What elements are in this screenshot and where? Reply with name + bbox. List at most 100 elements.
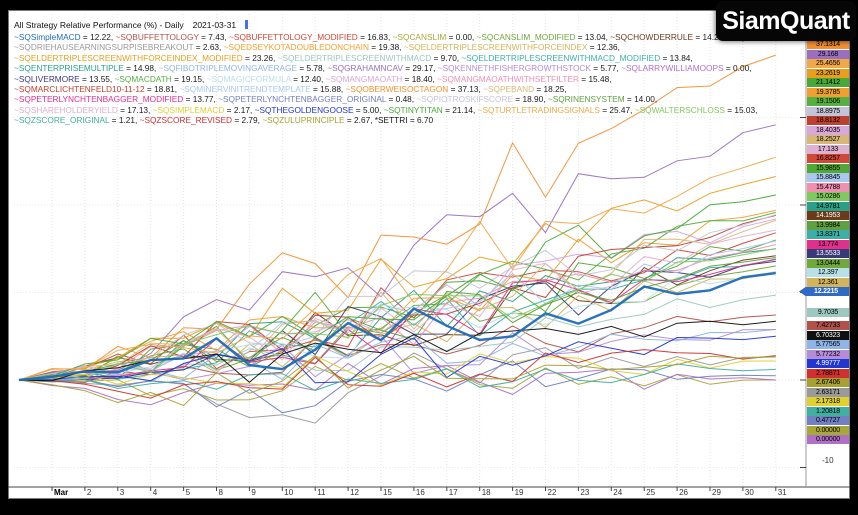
series-line[interactable] (18, 214, 776, 381)
series-line[interactable] (18, 156, 776, 381)
legend-entry[interactable]: ~SQENTERPRISEMULTIPLE = 14.98, (14, 63, 159, 73)
legend-entry[interactable]: ~SQPETERLYNCHTENBAGGER_MODIFIED = 13.77, (14, 94, 218, 104)
legend-entry[interactable]: ~SQMANGMAOATHWITHSETFILTER = 15.48, (437, 74, 611, 84)
series-line[interactable] (18, 271, 776, 382)
legend-entry[interactable]: ~SQTHEGOLDENGOOSE = 5.00, (255, 105, 384, 115)
x-axis-label: 16 (415, 488, 425, 497)
legend-entry-name: ~SQRINENSYSTEM (547, 94, 625, 105)
legend-entry-name: ~SQLARRYWILLIAMOOPS (621, 63, 724, 74)
series-line[interactable] (18, 335, 776, 384)
series-line[interactable] (18, 355, 776, 407)
series-line[interactable] (18, 209, 776, 381)
series-line[interactable] (18, 294, 776, 383)
legend-entry[interactable]: ~SQSimpleMACD = 12.22, (14, 32, 115, 42)
legend-entry-name: ~SQOBERWEISOCTAGON (345, 84, 449, 95)
legend-entry-name: ~SQEDSEYKOTADOUBLEDONCHAIN (223, 42, 369, 53)
legend-entry[interactable]: ~SQMACDATH = 19.15, (115, 74, 207, 84)
series-line[interactable] (18, 314, 776, 384)
x-axis-label: 4 (152, 488, 158, 497)
series-line[interactable] (18, 124, 776, 381)
legend-entry[interactable]: ~SQCANSLIM_MODIFIED = 13.04, (477, 32, 611, 42)
legend-entry[interactable]: ~SQBUFFETTOLOGY_MODIFIED = 16.83, (229, 32, 393, 42)
series-line[interactable] (18, 54, 776, 381)
legend-entry-value: = 17.13, (117, 104, 153, 115)
x-axis-label: 22 (547, 488, 557, 497)
siamquant-logo: SiamQuant (716, 1, 856, 41)
series-line[interactable] (18, 353, 776, 389)
legend-entry[interactable]: ~SQMANGMAOATH = 18.40, (326, 74, 437, 84)
legend-entry[interactable]: ~SQTINYTITAN = 21.14, (384, 105, 478, 115)
series-line[interactable] (18, 259, 776, 381)
x-axis-label: 9 (251, 488, 256, 497)
legend-entry[interactable]: ~SQMAGICFORMULA = 12.40, (207, 74, 326, 84)
legend-entry[interactable]: ~SQZSCORE_ORIGINAL = 1.21, (14, 115, 140, 125)
legend-entry[interactable]: ~SQPIOTROSKIFSCORE = 18.90, (416, 94, 547, 104)
legend-entry[interactable]: ~SQSHAREHOLDERYIELD = 17.13, (14, 105, 153, 115)
series-line[interactable] (18, 219, 776, 381)
strategy-legend: ~SQSimpleMACD = 12.22, ~SQBUFFETTOLOGY =… (14, 32, 772, 126)
series-line[interactable] (18, 360, 776, 414)
legend-entry[interactable]: ~SQWALTERSCHLOSS = 15.03, (635, 105, 758, 115)
text-caret (245, 20, 249, 29)
series-line[interactable] (18, 232, 776, 381)
legend-entry[interactable]: ~SQELDERTRIPLESCREENWITHMACD_MODIFIED = … (461, 53, 692, 63)
series-line[interactable] (18, 248, 776, 381)
legend-entry-name: ~SQMARCLICHTENFELD10-11-12 (14, 84, 145, 95)
series-line[interactable] (18, 176, 776, 381)
legend-entry[interactable]: ~SQCHOWDERRULE = 14.20, (610, 32, 728, 42)
legend-entry[interactable]: ~SQELDERTRIPLESCREENWITHMACD = 9.70, (278, 53, 462, 63)
legend-entry-value: = 15.48, (578, 73, 612, 84)
series-line[interactable] (18, 211, 776, 381)
legend-entry[interactable]: ~SQELDERTRIPLESCREENWITHFORCEINDEX_MODIF… (14, 53, 278, 63)
legend-entry[interactable]: ~SQCANSLIM = 0.00, (393, 32, 477, 42)
chart-title[interactable]: All Strategy Relative Performance (%) - … (14, 20, 249, 30)
legend-entry[interactable]: ~SQBUFFETTOLOGY = 7.43, (115, 32, 229, 42)
x-axis-label: 10 (284, 488, 294, 497)
legend-entry[interactable]: ~SQFIBOTRIPLEMOVINGAVERAGE = 5.78, (159, 63, 328, 73)
series-line[interactable] (18, 229, 776, 381)
legend-entry[interactable]: ~SQGRAHAMNCAV = 29.17, (327, 63, 438, 73)
legend-entry-value: = 15.03, (724, 104, 758, 115)
legend-entry[interactable]: ~SQMARCLICHTENFELD10-11-12 = 18.81, (14, 84, 179, 94)
legend-entry[interactable]: ~SQDRIEHAUSEARNINGSURPISEBREAKOUT = 2.63… (14, 42, 224, 52)
legend-entry[interactable]: ~SQTURTLETRADINGSIGNALS = 25.47, (478, 105, 635, 115)
legend-entry[interactable]: ~SQOBERWEISOCTAGON = 37.13, (346, 84, 484, 94)
price-label: 21.1412 (807, 78, 849, 87)
legend-entry[interactable]: ~SQPEBAND = 18.25, (483, 84, 566, 94)
legend-entry[interactable]: ~SQSIMPLEMACD = 2.17, (153, 105, 255, 115)
price-label: 1.20818 (807, 406, 849, 416)
price-label: 4.99777 (807, 359, 849, 368)
legend-entry[interactable]: ~SQEDSEYKOTADOUBLEDONCHAIN = 19.38, (224, 42, 404, 52)
series-line[interactable] (18, 194, 776, 381)
legend-entry[interactable]: ~SQKENNETHFISHERGROWTHSTOCK = 5.77, (438, 63, 621, 73)
legend-entry-name: ~SQTURTLETRADINGSIGNALS (477, 104, 600, 115)
legend-entry-name: ~SQELDERTRIPLESCREENWITHMACD_MODIFIED (461, 52, 661, 63)
price-label: 15.0286 (807, 192, 849, 201)
legend-entry-value: = 18.40, (402, 73, 438, 84)
legend-entry[interactable]: ~SQMINERVINITRENDTEMPLATE = 15.88, (179, 84, 345, 94)
series-line[interactable] (18, 363, 776, 401)
price-label: 23.2619 (807, 68, 849, 78)
legend-entry-value: = 13.77, (183, 94, 219, 105)
series-line[interactable] (18, 363, 776, 391)
legend-entry[interactable]: *SETTRI = 6.70 (375, 115, 433, 125)
legend-entry[interactable]: ~SQZSCORE_REVISED = 2.79, (140, 115, 263, 125)
legend-entry[interactable]: ~SQPETERLYNCHTENBAGGER_ORIGINAL = 0.48, (218, 94, 416, 104)
legend-entry[interactable]: ~SQELDERTRIPLESCREENWITHFORCEINDEX = 12.… (404, 42, 620, 52)
legend-entry[interactable]: ~SQLARRYWILLIAMOOPS = 0.00, (621, 63, 751, 73)
legend-entry[interactable]: ~SQRINENSYSTEM = 14.00, (548, 94, 657, 104)
legend-entry[interactable]: ~SQLIVERMORE = 13.55, (14, 74, 115, 84)
legend-entry-name: ~SQZSCORE_ORIGINAL (14, 115, 110, 126)
series-line[interactable] (18, 257, 776, 381)
legend-entry-value: = 19.38, (368, 42, 404, 53)
legend-entry-name: ~SQPEBAND (483, 84, 535, 95)
series-line[interactable] (18, 349, 776, 399)
price-label: 13.8371 (807, 230, 849, 239)
selected-price-label: 12.2215 (799, 287, 849, 296)
series-line[interactable] (18, 240, 776, 381)
series-line[interactable] (18, 271, 776, 381)
legend-entry[interactable]: ~SQZULUPRINCIPLE = 2.67, (262, 115, 375, 125)
series-line[interactable] (18, 214, 776, 381)
